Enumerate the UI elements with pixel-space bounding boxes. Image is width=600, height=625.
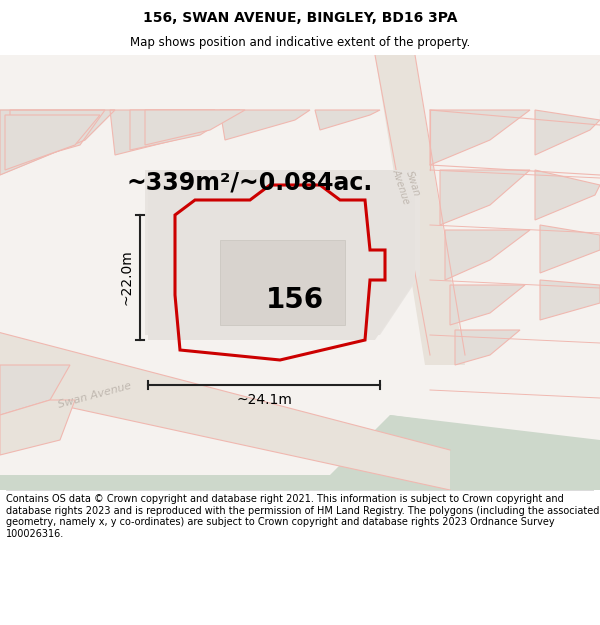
Polygon shape xyxy=(0,330,450,490)
Text: ~339m²/~0.084ac.: ~339m²/~0.084ac. xyxy=(127,171,373,195)
Polygon shape xyxy=(375,55,465,365)
Polygon shape xyxy=(148,170,415,340)
Text: ~22.0m: ~22.0m xyxy=(120,249,134,306)
Polygon shape xyxy=(430,110,530,165)
Polygon shape xyxy=(540,280,600,320)
Polygon shape xyxy=(10,110,105,165)
Polygon shape xyxy=(0,415,600,490)
Text: ~24.1m: ~24.1m xyxy=(236,393,292,407)
Polygon shape xyxy=(220,110,310,140)
Text: Map shows position and indicative extent of the property.: Map shows position and indicative extent… xyxy=(130,36,470,49)
Text: Contains OS data © Crown copyright and database right 2021. This information is : Contains OS data © Crown copyright and d… xyxy=(6,494,599,539)
Polygon shape xyxy=(535,170,600,220)
Polygon shape xyxy=(220,240,345,325)
Polygon shape xyxy=(145,170,420,335)
Polygon shape xyxy=(540,225,600,273)
Polygon shape xyxy=(380,415,600,490)
Polygon shape xyxy=(535,110,600,155)
Polygon shape xyxy=(0,365,70,415)
Polygon shape xyxy=(315,110,380,130)
Polygon shape xyxy=(5,115,100,170)
Text: 156: 156 xyxy=(266,286,324,314)
Polygon shape xyxy=(130,110,240,150)
Polygon shape xyxy=(0,55,600,490)
Text: 156, SWAN AVENUE, BINGLEY, BD16 3PA: 156, SWAN AVENUE, BINGLEY, BD16 3PA xyxy=(143,11,457,25)
Polygon shape xyxy=(440,170,530,225)
Text: Swan Avenue: Swan Avenue xyxy=(57,381,133,409)
Polygon shape xyxy=(450,285,525,325)
Polygon shape xyxy=(455,330,520,365)
Polygon shape xyxy=(145,110,245,145)
Text: Swan
Avenue: Swan Avenue xyxy=(391,164,423,206)
Polygon shape xyxy=(0,400,75,455)
Polygon shape xyxy=(0,110,115,175)
Polygon shape xyxy=(110,110,215,155)
Polygon shape xyxy=(445,230,530,280)
